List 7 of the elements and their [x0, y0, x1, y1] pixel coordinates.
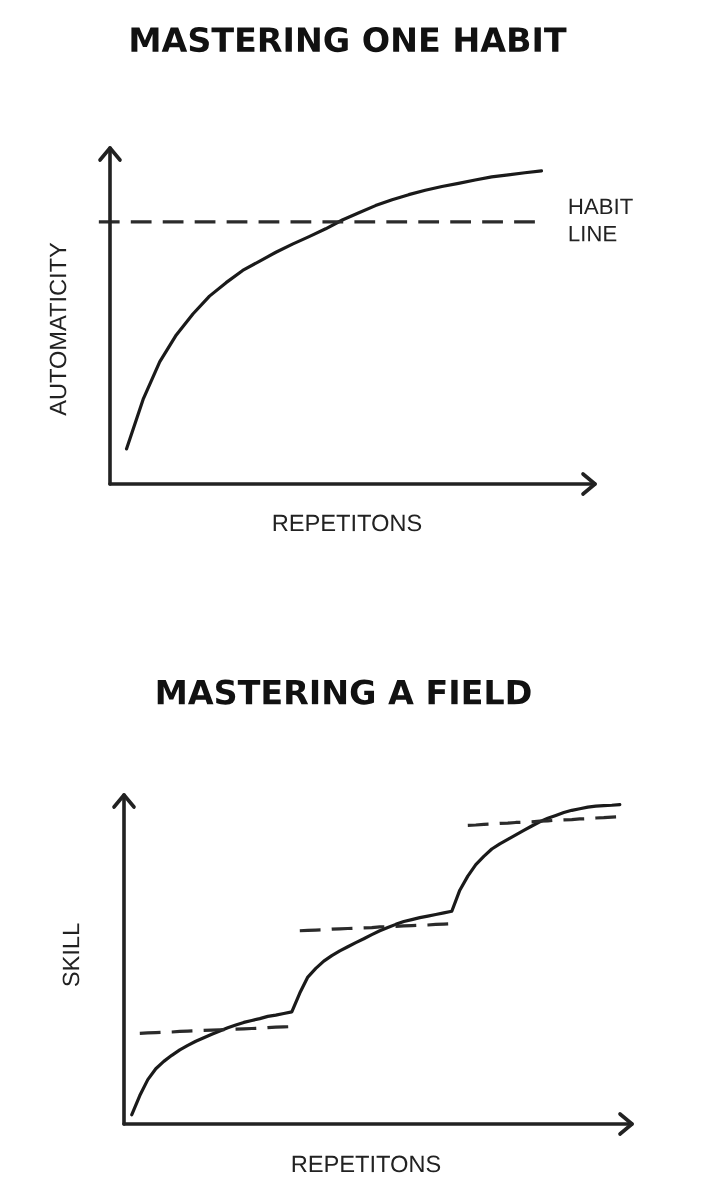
y-axis-title: AUTOMATICITY	[49, 242, 67, 416]
x-axis-title: REPETITONS	[273, 514, 422, 532]
x-axis-title: REPETITONS	[292, 1155, 441, 1173]
chart-title: MASTERING A FIELD	[157, 679, 531, 705]
chart-title: MASTERING ONE HABIT	[131, 26, 567, 53]
ref-line-label: HABIT LINE	[569, 198, 633, 242]
y-axis-title: SKILL	[62, 923, 80, 987]
